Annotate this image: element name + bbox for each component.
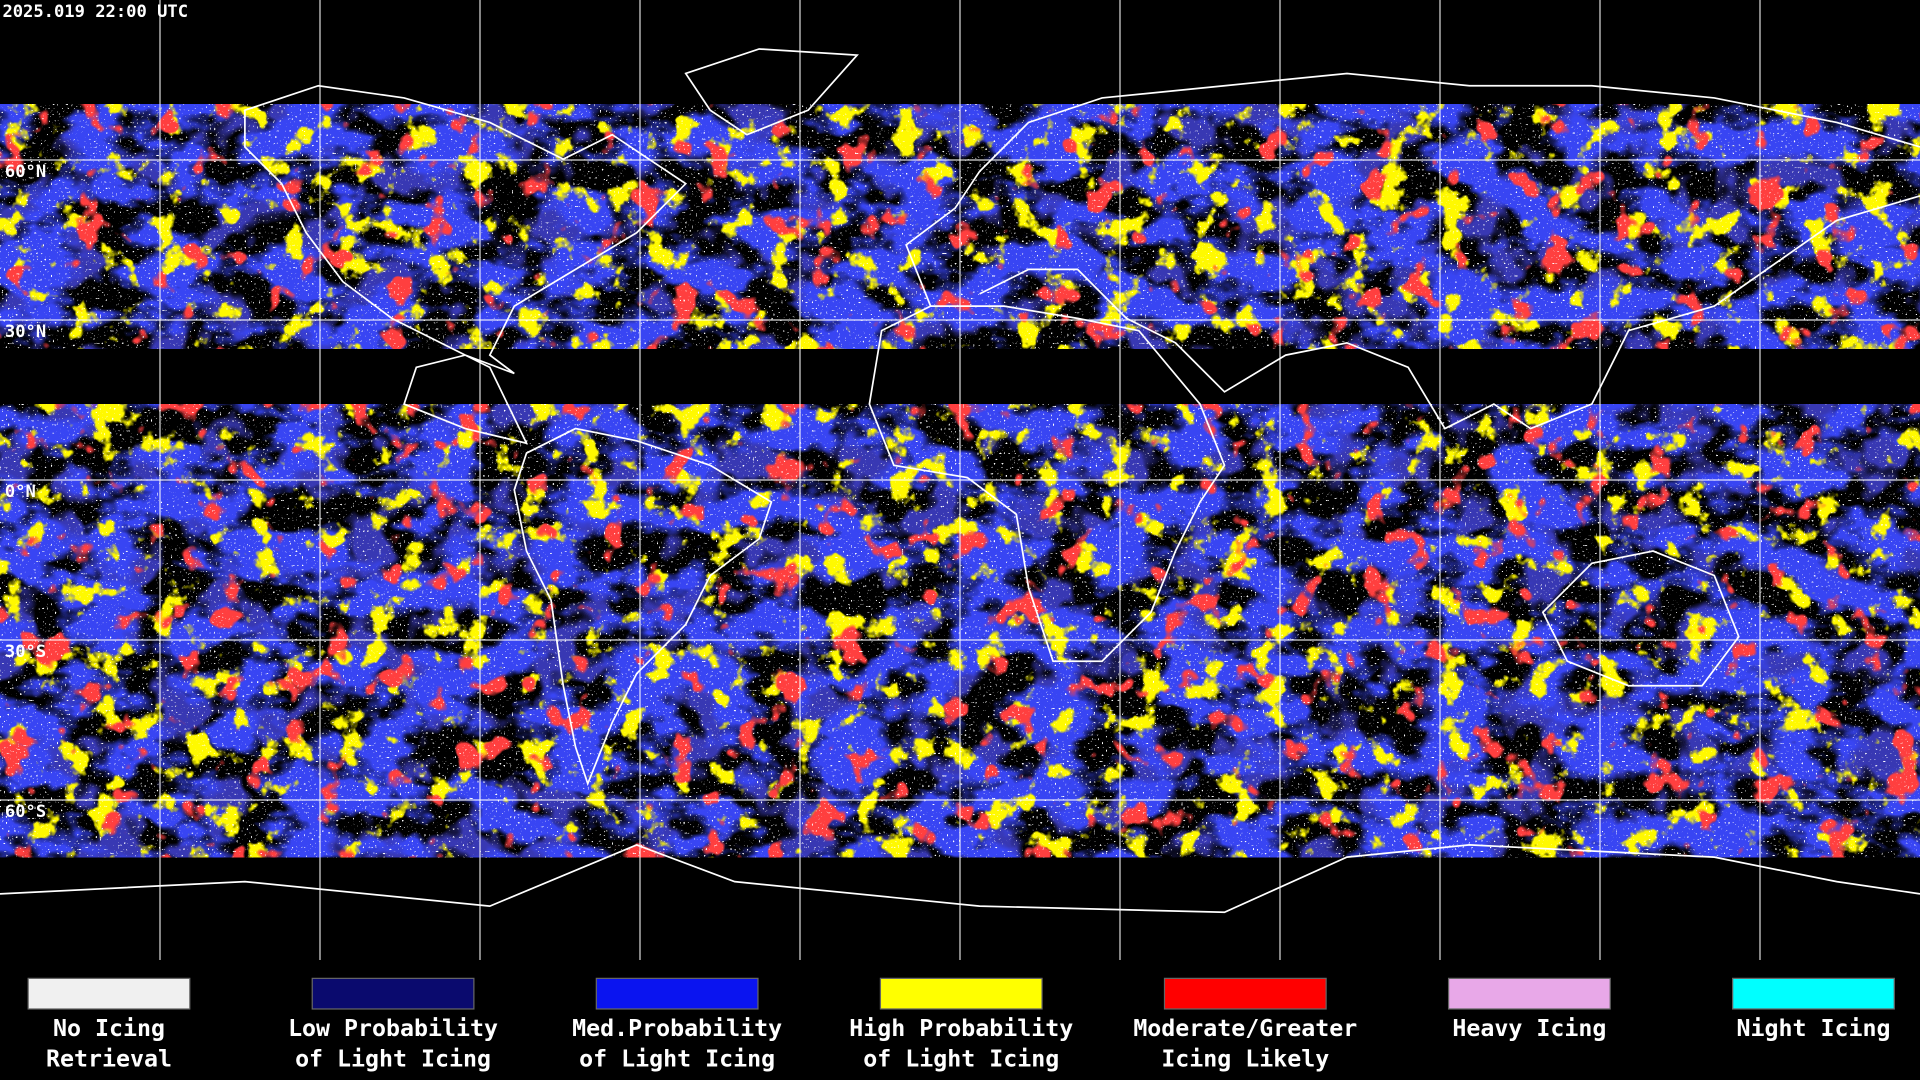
latitude-label: 60°S bbox=[5, 802, 46, 822]
latitude-labels: 60°N 30°N 0°N 30°S 60°S bbox=[5, 162, 46, 822]
legend-label: of Light Icing bbox=[579, 1046, 775, 1073]
legend-label: Retrieval bbox=[46, 1046, 172, 1073]
timestamp: 2025.019 22:00 UTC bbox=[2, 2, 188, 22]
latitude-label: 30°N bbox=[5, 322, 46, 342]
legend-label: Moderate/Greater bbox=[1133, 1015, 1357, 1042]
legend-swatch bbox=[1447, 977, 1611, 1010]
legend-swatch bbox=[879, 977, 1043, 1010]
legend-swatch bbox=[595, 977, 759, 1010]
legend-swatch bbox=[27, 977, 191, 1010]
graticule bbox=[0, 0, 1920, 960]
legend-label: No Icing bbox=[53, 1015, 165, 1042]
legend: No Icing Retrieval Low Probability of Light… bbox=[27, 977, 1895, 1073]
legend-label: Low Probability bbox=[288, 1015, 498, 1042]
legend-label: Heavy Icing bbox=[1452, 1015, 1606, 1042]
coast-australia bbox=[1541, 550, 1740, 687]
legend-label: Icing Likely bbox=[1161, 1046, 1329, 1073]
coast-eurasia bbox=[905, 72, 1920, 430]
legend-swatch bbox=[1732, 977, 1895, 1010]
legend-label: Night Icing bbox=[1736, 1015, 1890, 1042]
coast-south-america bbox=[513, 427, 773, 787]
legend-label: Med.Probability bbox=[572, 1015, 782, 1042]
coastlines bbox=[0, 48, 1920, 914]
coast-north-america bbox=[244, 84, 688, 445]
legend-label: of Light Icing bbox=[863, 1046, 1059, 1073]
coast-greenland bbox=[684, 48, 859, 136]
latitude-label: 0°N bbox=[5, 482, 36, 502]
legend-swatch bbox=[311, 977, 475, 1010]
coast-africa bbox=[868, 305, 1226, 663]
legend-swatch bbox=[1163, 977, 1327, 1010]
latitude-label: 30°S bbox=[5, 642, 46, 662]
legend-label: of Light Icing bbox=[295, 1046, 491, 1073]
coast-antarctica bbox=[0, 843, 1920, 914]
legend-label: High Probability bbox=[849, 1015, 1073, 1042]
latitude-label: 60°N bbox=[5, 162, 46, 182]
